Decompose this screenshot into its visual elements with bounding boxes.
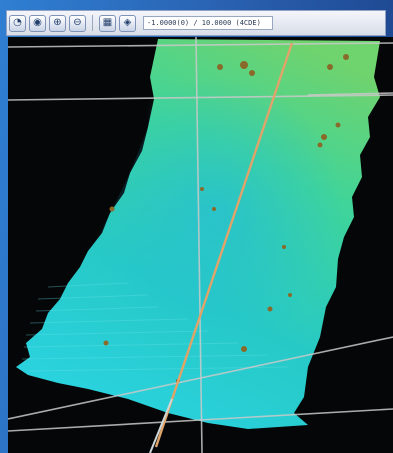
- globe-icon: ◉: [33, 17, 42, 28]
- layers-icon: ▦: [102, 17, 113, 28]
- layers-button[interactable]: ▦: [99, 14, 116, 32]
- zoom-in-button[interactable]: ⊕: [49, 14, 66, 32]
- compass-button[interactable]: ◔: [9, 14, 26, 32]
- map-button[interactable]: ◈: [119, 14, 136, 32]
- toolbar-divider: [92, 15, 93, 31]
- coordinate-readout: -1.0000(0) / 10.0000 (4CDE): [143, 16, 273, 30]
- zoom-in-icon: ⊕: [53, 17, 62, 28]
- bathymetry-scene: [8, 37, 393, 453]
- track-line-lower: [149, 398, 173, 453]
- zoom-out-icon: ⊖: [73, 17, 82, 28]
- map-icon: ◈: [123, 17, 132, 28]
- 3d-viewport[interactable]: [8, 37, 393, 453]
- survey-track-line: [154, 42, 294, 448]
- reference-grid: [8, 37, 393, 453]
- globe-button[interactable]: ◉: [29, 14, 46, 32]
- viewer-toolbar: ◔ ◉ ⊕ ⊖ ▦ ◈ -1.0000(0) / 10.0000 (4CDE): [6, 10, 386, 36]
- compass-icon: ◔: [13, 17, 22, 28]
- swath-striations: [21, 282, 289, 372]
- zoom-out-button[interactable]: ⊖: [69, 14, 86, 32]
